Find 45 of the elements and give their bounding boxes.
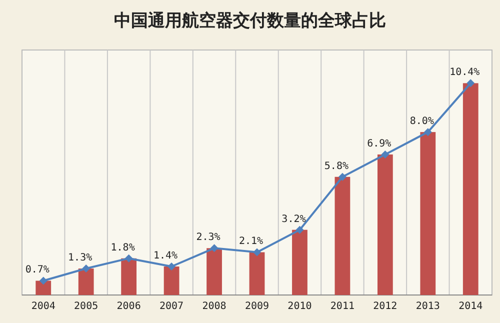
bar: [164, 266, 180, 295]
x-tick-label: 2013: [416, 301, 440, 312]
chart-title: 中国通用航空器交付数量的全球占比: [114, 11, 386, 31]
x-tick-label: 2010: [288, 301, 312, 312]
data-label: 1.3%: [68, 252, 92, 264]
point: [39, 276, 48, 285]
x-tick-label: 2006: [116, 301, 141, 312]
point: [296, 226, 304, 234]
x-tick-label: 2012: [373, 301, 398, 312]
data-label: 2.1%: [238, 236, 264, 248]
data-label: 8.0%: [410, 116, 434, 128]
bar: [377, 154, 393, 295]
bar: [206, 248, 222, 295]
x-tick-label: 2011: [330, 301, 354, 312]
bar: [462, 83, 478, 295]
point: [381, 150, 390, 158]
data-label: 1.4%: [154, 250, 178, 262]
x-tick-label: 2007: [160, 301, 184, 312]
point: [124, 254, 133, 262]
point: [82, 264, 90, 273]
x-tick-label: 2008: [202, 301, 226, 312]
point: [253, 248, 261, 256]
bar: [249, 252, 265, 295]
bar: [78, 268, 94, 295]
data-label: 6.9%: [367, 138, 392, 150]
x-tick-label: 2004: [31, 301, 56, 312]
x-tick-label: 2014: [458, 301, 483, 312]
x-tick-label: 2009: [244, 301, 270, 312]
point: [210, 244, 218, 252]
bar: [334, 176, 350, 295]
data-label: 1.8%: [110, 242, 135, 254]
bar: [121, 258, 137, 295]
x-tick-label: 2005: [74, 301, 98, 312]
bar: [36, 280, 52, 295]
bar: [420, 132, 436, 295]
point: [466, 79, 475, 88]
point: [168, 262, 176, 270]
data-label: 5.8%: [324, 160, 348, 172]
bar: [292, 230, 308, 295]
data-label: 10.4%: [450, 67, 480, 78]
data-label: 0.7%: [25, 264, 50, 276]
point: [424, 128, 432, 136]
data-label: 3.2%: [282, 214, 306, 225]
data-label: 2.3%: [196, 232, 220, 244]
point: [338, 172, 346, 181]
